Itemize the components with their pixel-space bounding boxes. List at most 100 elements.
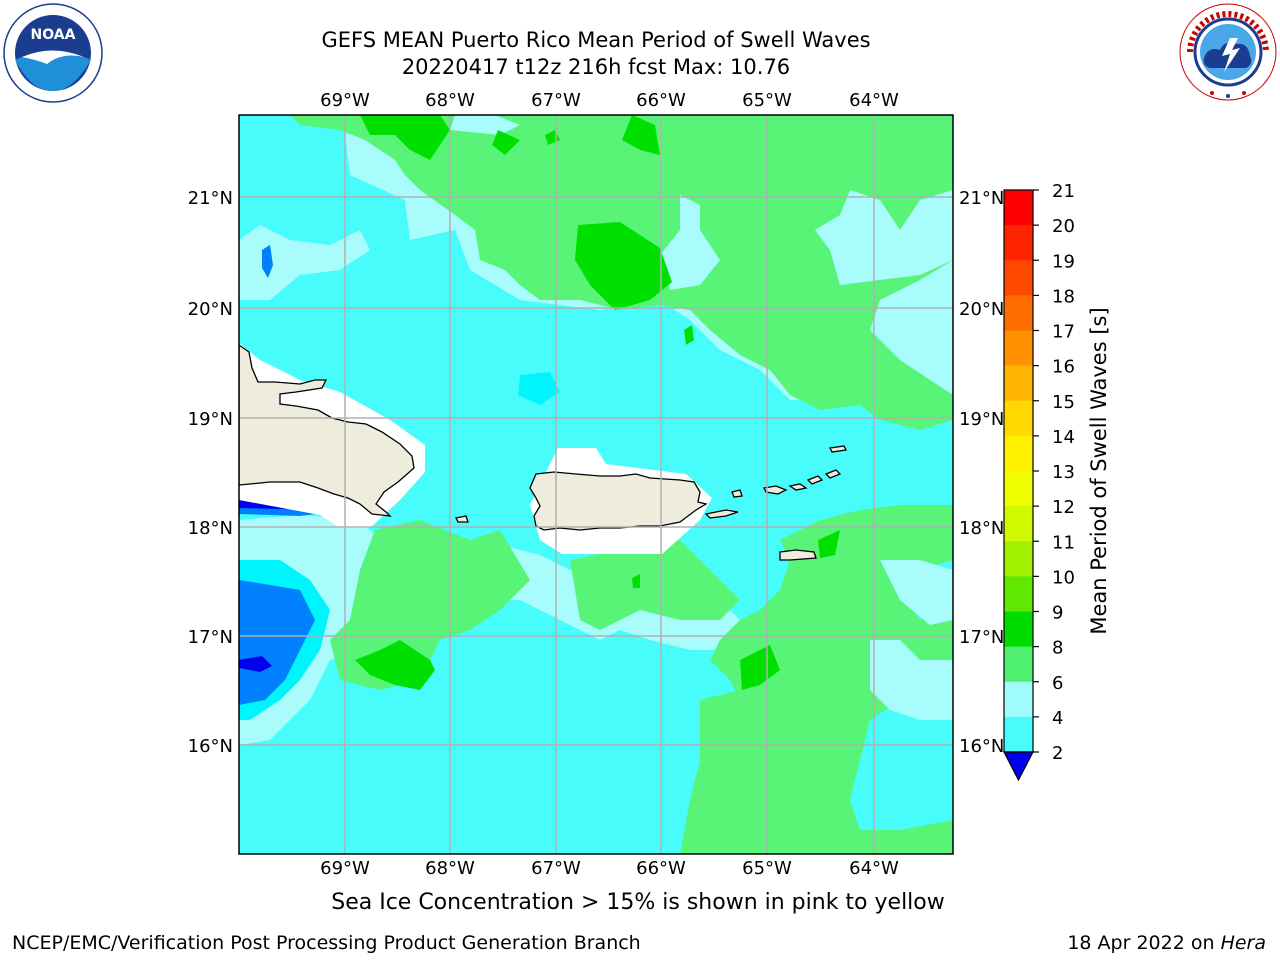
contour-darkgreen-4 <box>492 130 520 155</box>
footer-date-text: 18 Apr 2022 on <box>1067 932 1221 954</box>
contour-darkgreen-s3 <box>632 574 640 588</box>
colorbar-tick-label: 9 <box>1052 603 1063 624</box>
lat-label: 20°N <box>188 299 233 320</box>
land-st-croix <box>779 549 817 561</box>
colorbar-tick-label: 4 <box>1052 708 1063 729</box>
colorbar: 21 20 19 18 17 16 15 14 13 12 11 10 9 8 6 4 2 <box>1003 181 1075 782</box>
colorbar-segment <box>1004 295 1033 331</box>
colorbar-segment <box>1004 646 1033 683</box>
lat-label: 17°N <box>188 627 233 648</box>
contour-blue-nw <box>262 245 273 278</box>
colorbar-tick-label: 16 <box>1052 357 1075 378</box>
land-tortola <box>806 475 824 485</box>
lon-label: 66°W <box>636 90 686 111</box>
contour-lightcyan-se <box>880 560 953 625</box>
lat-labels-right: 21°N 20°N 19°N 18°N 17°N 16°N <box>959 188 1004 757</box>
contour-lightcyan-n2 <box>660 195 720 290</box>
colorbar-tick-label: 11 <box>1052 532 1075 553</box>
colorbar-tick-label: 12 <box>1052 497 1075 518</box>
land-mona <box>455 515 469 523</box>
lon-label: 69°W <box>320 90 370 111</box>
colorbar-label: Mean Period of Swell Waves [s] <box>1087 307 1111 634</box>
colorbar-tick-label: 13 <box>1052 462 1075 483</box>
lat-label: 16°N <box>959 736 1004 757</box>
map-frame <box>238 114 954 855</box>
contour-darkgreen-2 <box>575 222 672 310</box>
contour-blue-sw <box>239 580 315 705</box>
colorbar-segment <box>1004 435 1033 472</box>
contour-darkgreen-s4 <box>818 530 840 558</box>
land-st-john <box>788 483 808 491</box>
contour-green-south-central <box>570 540 740 630</box>
colorbar-tick-label: 14 <box>1052 427 1075 448</box>
colorbar-extend-arrow <box>1003 751 1034 782</box>
graticule <box>239 115 953 854</box>
colorbar-tick-label: 21 <box>1052 181 1075 202</box>
lon-label: 64°W <box>849 858 899 879</box>
colorbar-segment <box>1004 365 1033 402</box>
colorbar-tick-label: 18 <box>1052 286 1075 307</box>
contour-lightcyan-ne <box>815 190 953 285</box>
lon-labels-bottom: 69°W 68°W 67°W 66°W 65°W 64°W <box>320 858 899 879</box>
land-anegada <box>829 445 847 453</box>
lat-label: 17°N <box>959 627 1004 648</box>
land-st-thomas <box>763 485 788 495</box>
lon-label: 68°W <box>425 90 475 111</box>
colorbar-tick-label: 10 <box>1052 567 1075 588</box>
lon-label: 64°W <box>849 90 899 111</box>
colorbar-segment <box>1004 330 1033 367</box>
lon-label: 67°W <box>531 858 581 879</box>
contour-darkgreen-3 <box>622 115 660 155</box>
colorbar-tick-label: 19 <box>1052 251 1075 272</box>
colorbar-segment <box>1004 576 1033 612</box>
colorbar-tick-label: 2 <box>1052 743 1063 764</box>
colorbar-segment <box>1004 225 1033 261</box>
contour-brightcyan-1 <box>518 372 560 405</box>
colorbar-segment <box>1004 541 1033 577</box>
lat-label: 18°N <box>959 518 1004 539</box>
lon-label: 67°W <box>531 90 581 111</box>
lon-label: 65°W <box>742 858 792 879</box>
lon-labels-top: 69°W 68°W 67°W 66°W 65°W 64°W <box>320 90 899 111</box>
contour-darkblue-sw <box>239 656 272 672</box>
lon-label: 69°W <box>320 858 370 879</box>
footer-host: Hera <box>1220 932 1266 954</box>
colorbar-segment <box>1004 471 1033 507</box>
noaa-logo-text: NOAA <box>31 27 76 43</box>
lon-label: 68°W <box>425 858 475 879</box>
lat-label: 18°N <box>188 518 233 539</box>
land-virgin-gorda <box>824 469 842 479</box>
map-title-line2: 20220417 t12z 216h fcst Max: 10.76 <box>401 55 791 79</box>
colorbar-tick-label: 8 <box>1052 638 1063 659</box>
contour-darkgreen-s2 <box>740 645 780 690</box>
colorbar-segment <box>1004 681 1033 718</box>
swell-period-field <box>239 115 953 854</box>
contour-green-south-west <box>330 520 530 690</box>
noaa-logo: NOAA <box>3 3 103 103</box>
contour-darkgreen-s1 <box>355 640 435 690</box>
colorbar-tick-label: 6 <box>1052 673 1063 694</box>
lat-label: 16°N <box>188 736 233 757</box>
lon-label: 66°W <box>636 858 686 879</box>
colorbar-segment <box>1004 400 1033 437</box>
map-title-line1: GEFS MEAN Puerto Rico Mean Period of Swe… <box>321 28 871 52</box>
lat-label: 21°N <box>188 188 233 209</box>
colorbar-tick-label: 20 <box>1052 216 1075 237</box>
colorbar-segment <box>1004 611 1033 648</box>
contour-darkgreen-1 <box>360 115 450 160</box>
colorbar-tick-label: 15 <box>1052 392 1075 413</box>
lat-label: 21°N <box>959 188 1004 209</box>
footer-branch: NCEP/EMC/Verification Post Processing Pr… <box>12 932 641 954</box>
colorbar-segment <box>1004 260 1033 296</box>
colorbar-segment <box>1004 716 1033 753</box>
contour-lightcyan-n3 <box>450 115 520 135</box>
land-hispaniola <box>239 344 415 517</box>
contour-lightcyan-se2 <box>870 640 953 720</box>
contour-darkgreen-6 <box>684 325 694 345</box>
lat-label: 20°N <box>959 299 1004 320</box>
land-puerto-rico <box>529 471 708 531</box>
lon-label: 65°W <box>742 90 792 111</box>
lat-labels-left: 21°N 20°N 19°N 18°N 17°N 16°N <box>188 188 233 757</box>
contour-lightcyan-nw <box>239 225 370 300</box>
